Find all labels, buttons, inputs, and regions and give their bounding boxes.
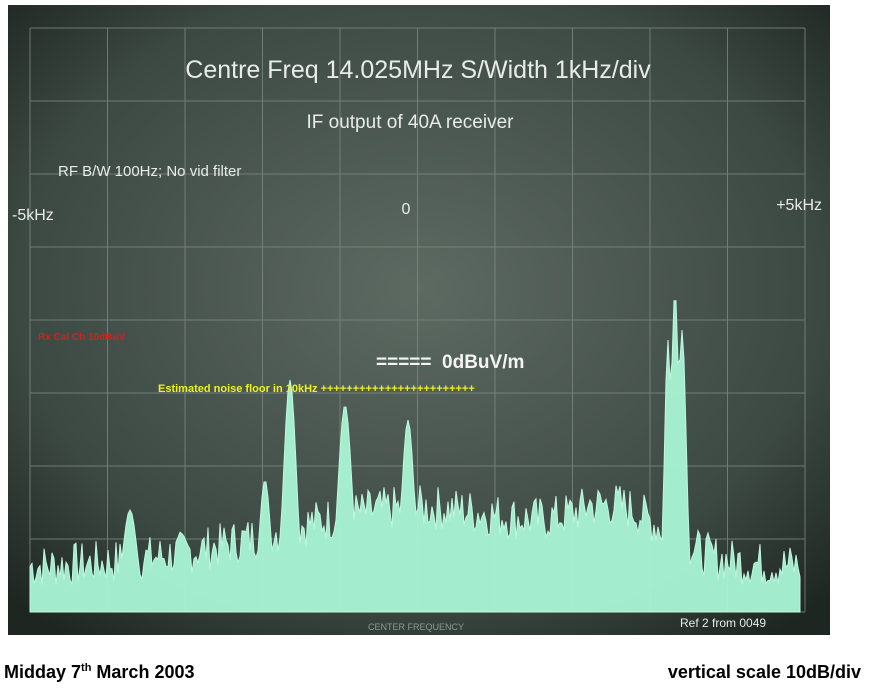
page: Centre Freq 14.025MHz S/Width 1kHz/div I… [0,0,869,689]
settings-label: RF B/W 100Hz; No vid filter [58,163,241,180]
caption-text: Midday 7 [4,662,81,682]
caption-text: March 2003 [91,662,194,682]
screen-title: Centre Freq 14.025MHz S/Width 1kHz/div [185,56,651,84]
freq-label: 0 [402,201,411,218]
noise-floor-label: Estimated noise floor in 10kHz +++++++++… [158,383,475,395]
caption-left: Midday 7th March 2003 [4,662,194,683]
caption-superscript: th [81,662,91,674]
caption-right: vertical scale 10dB/div [668,662,861,683]
analyzer-screen: Centre Freq 14.025MHz S/Width 1kHz/div I… [0,0,869,650]
cal-label: Rx Cal Ch 10dBuV [38,332,126,343]
graticule-label: CENTER FREQUENCY [368,622,464,632]
freq-label: -5kHz [12,207,54,224]
reference-label: ===== 0dBuV/m [376,352,524,373]
screen-subtitle: IF output of 40A receiver [306,112,514,133]
freq-label: +5kHz [776,197,822,214]
ref-note: Ref 2 from 0049 [680,616,766,630]
